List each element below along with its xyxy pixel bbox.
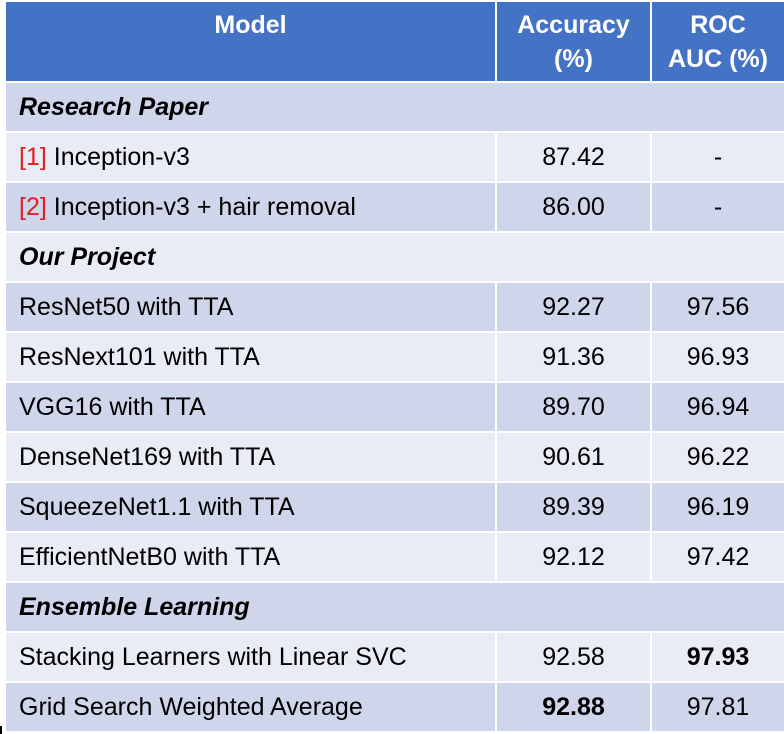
accuracy-cell: 92.27 [495, 281, 652, 333]
model-name: VGG16 with TTA [4, 381, 497, 433]
accuracy-column-header: Accuracy (%) [495, 0, 652, 83]
model-name: EfficientNetB0 with TTA [4, 531, 497, 583]
roc-header-line1: ROC [690, 10, 746, 39]
accuracy-cell: 91.36 [495, 331, 652, 383]
section-title: Research Paper [4, 81, 784, 133]
section-row-our-project: Our Project [4, 231, 784, 283]
accuracy-cell: 86.00 [495, 181, 652, 233]
reference-link[interactable]: [2] [19, 192, 47, 221]
table-row: SqueezeNet1.1 with TTA 89.39 96.19 [4, 481, 784, 533]
table-row: ResNext101 with TTA 91.36 96.93 [4, 331, 784, 383]
model-name: Grid Search Weighted Average [4, 681, 497, 733]
table-row: EfficientNetB0 with TTA 92.12 97.42 [4, 531, 784, 583]
roc-auc-cell: 97.56 [650, 281, 784, 333]
table-row: Stacking Learners with Linear SVC 92.58 … [4, 631, 784, 683]
roc-auc-cell: 96.19 [650, 481, 784, 533]
accuracy-cell: 89.70 [495, 381, 652, 433]
accuracy-cell-best: 92.88 [495, 681, 652, 733]
accuracy-header-line2: (%) [554, 44, 593, 73]
roc-auc-cell: 97.42 [650, 531, 784, 583]
table-row: [2] Inception-v3 + hair removal 86.00 - [4, 181, 784, 233]
table-row: [1] Inception-v3 87.42 - [4, 131, 784, 183]
accuracy-cell: 92.58 [495, 631, 652, 683]
model-name: Inception-v3 + hair removal [46, 192, 356, 221]
section-row-ensemble-learning: Ensemble Learning [4, 581, 784, 633]
model-name: SqueezeNet1.1 with TTA [4, 481, 497, 533]
model-name: ResNet50 with TTA [4, 281, 497, 333]
accuracy-cell: 92.12 [495, 531, 652, 583]
model-name-cell: [2] Inception-v3 + hair removal [4, 181, 497, 233]
roc-header-line2: AUC (%) [668, 44, 768, 73]
accuracy-header-line1: Accuracy [517, 10, 630, 39]
roc-auc-cell: - [650, 181, 784, 233]
roc-auc-cell: 96.93 [650, 331, 784, 383]
roc-auc-cell: 97.81 [650, 681, 784, 733]
section-title: Ensemble Learning [4, 581, 784, 633]
model-name: ResNext101 with TTA [4, 331, 497, 383]
accuracy-cell: 90.61 [495, 431, 652, 483]
table-row: DenseNet169 with TTA 90.61 96.22 [4, 431, 784, 483]
roc-auc-cell: 96.22 [650, 431, 784, 483]
edge-mark [0, 726, 2, 734]
model-name: Stacking Learners with Linear SVC [4, 631, 497, 683]
roc-auc-cell-best: 97.93 [650, 631, 784, 683]
accuracy-cell: 89.39 [495, 481, 652, 533]
header-row: Model Accuracy (%) ROC AUC (%) [4, 0, 784, 83]
roc-auc-cell: - [650, 131, 784, 183]
model-name: DenseNet169 with TTA [4, 431, 497, 483]
table-row: VGG16 with TTA 89.70 96.94 [4, 381, 784, 433]
model-column-header: Model [4, 0, 497, 83]
roc-auc-cell: 96.94 [650, 381, 784, 433]
section-row-research-paper: Research Paper [4, 81, 784, 133]
table-row: Grid Search Weighted Average 92.88 97.81 [4, 681, 784, 733]
model-name-cell: [1] Inception-v3 [4, 131, 497, 183]
model-name: Inception-v3 [46, 142, 190, 171]
results-table: Model Accuracy (%) ROC AUC (%) Research … [4, 0, 784, 733]
section-title: Our Project [4, 231, 784, 283]
roc-auc-column-header: ROC AUC (%) [650, 0, 784, 83]
reference-link[interactable]: [1] [19, 142, 47, 171]
table-row: ResNet50 with TTA 92.27 97.56 [4, 281, 784, 333]
accuracy-cell: 87.42 [495, 131, 652, 183]
